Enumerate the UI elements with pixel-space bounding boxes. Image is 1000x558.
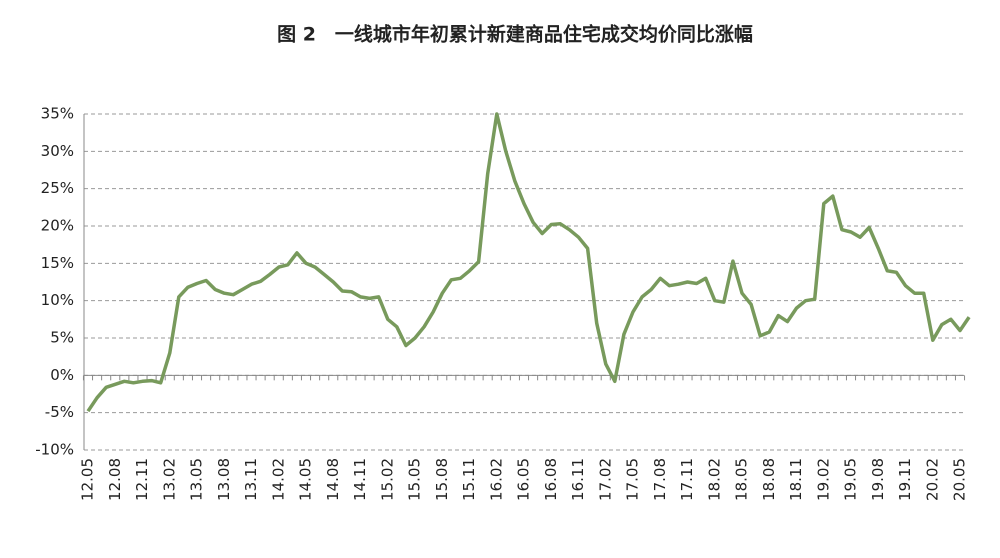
x-tick-label: 14.11 [351, 458, 369, 501]
x-tick-label: 14.02 [269, 458, 287, 501]
x-tick-label: 19.05 [842, 458, 860, 501]
x-tick-label: 17.11 [678, 458, 696, 501]
x-tick-label: 13.08 [215, 458, 233, 501]
y-tick-label: 10% [41, 291, 74, 309]
x-tick-label: 14.08 [324, 458, 342, 501]
x-tick-label: 19.02 [814, 458, 832, 501]
chart-title: 图 2 一线城市年初累计新建商品住宅成交均价同比涨幅 [277, 23, 753, 46]
y-tick-label: -5% [45, 403, 74, 421]
x-tick-label: 20.05 [951, 458, 969, 501]
x-tick-label: 19.08 [869, 458, 887, 501]
x-tick-label: 15.11 [460, 458, 478, 501]
x-tick-label: 15.02 [378, 458, 396, 501]
x-tick-label: 17.05 [624, 458, 642, 501]
x-tick-label: 19.11 [896, 458, 914, 501]
x-tick-label: 13.05 [188, 458, 206, 501]
x-tick-label: 18.05 [733, 458, 751, 501]
y-tick-label: 15% [41, 254, 74, 272]
x-tick-label: 15.05 [406, 458, 424, 501]
x-tick-label: 16.08 [542, 458, 560, 501]
x-tick-label: 13.11 [242, 458, 260, 501]
y-tick-label: 20% [41, 217, 74, 235]
x-tick-label: 12.11 [133, 458, 151, 501]
x-tick-label: 16.11 [569, 458, 587, 501]
y-tick-label: 30% [41, 142, 74, 160]
data-line [86, 112, 971, 413]
x-tick-label: 12.05 [79, 458, 97, 501]
x-tick-label: 18.02 [705, 458, 723, 501]
x-tick-label: 12.08 [106, 458, 124, 501]
x-tick-label: 17.08 [651, 458, 669, 501]
y-tick-label: -10% [35, 441, 74, 459]
x-tick-label: 16.05 [515, 458, 533, 501]
y-tick-label: 25% [41, 179, 74, 197]
x-tick-label: 20.02 [923, 458, 941, 501]
y-tick-label: 35% [41, 105, 74, 123]
x-tick-label: 18.08 [760, 458, 778, 501]
x-tick-label: 15.08 [433, 458, 451, 501]
y-tick-label: 0% [50, 366, 74, 384]
x-tick-label: 16.02 [487, 458, 505, 501]
x-tick-label: 13.02 [160, 458, 178, 501]
x-tick-label: 14.05 [297, 458, 315, 501]
x-tick-label: 18.11 [787, 458, 805, 501]
x-tick-label: 17.02 [596, 458, 614, 501]
y-tick-label: 5% [50, 329, 74, 347]
